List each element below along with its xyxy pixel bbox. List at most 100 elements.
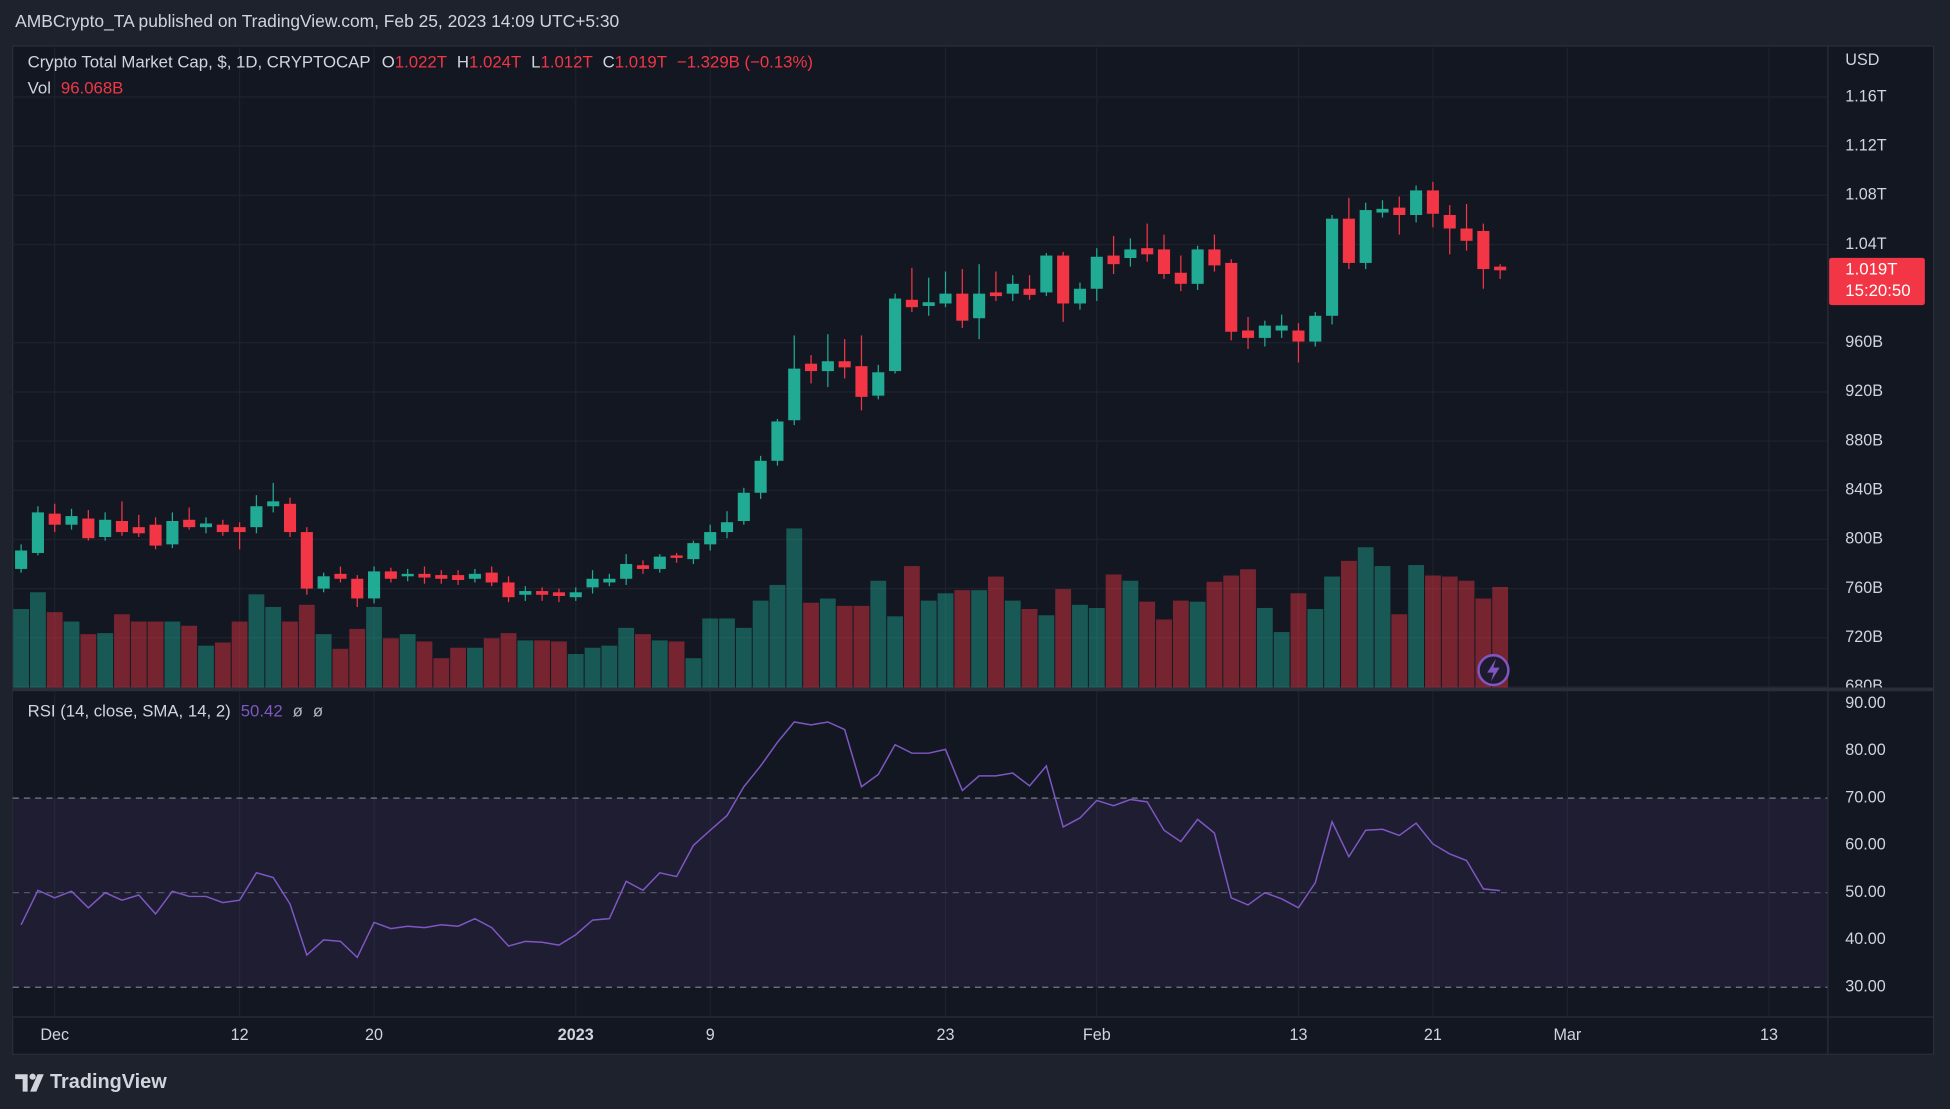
candle-body [536,591,549,595]
volume-bar [870,580,887,688]
candle-body [1477,230,1490,270]
axes: Dec 12 20 2023 9 23 Feb 13 21 Mar 13 30.00 40.00 50.0… [40,694,1885,1044]
candle-body [1342,218,1355,263]
volume-bar [1408,565,1425,688]
logo-part [30,1074,44,1092]
alert-icon[interactable] [1477,653,1510,687]
volume-bar [551,641,567,688]
volume-bar [668,641,685,688]
candle-body [788,368,801,421]
x-tick-label: Feb [1083,1026,1111,1044]
volume-bar [265,606,282,688]
ohlc-value: 1.012T [541,53,593,72]
candle-body [48,513,61,525]
rsi-legend: RSI (14, close, SMA, 14, 2) 50.42 ø ø [28,702,323,721]
volume-bar [937,593,954,688]
volume-bar [1055,589,1072,688]
volume-bar [1256,607,1273,688]
candle-body [855,366,868,397]
candle-body [15,550,28,569]
candle-body [1292,330,1305,342]
ohlc-label: L [531,53,540,72]
candle-body [452,575,465,580]
volume-bar [382,638,399,688]
volume-bar [1105,574,1122,688]
candle-body [1141,248,1154,255]
candle-body [704,532,717,545]
x-tick-label: Dec [40,1026,69,1044]
volume-bar [584,647,601,688]
candle-body [1426,190,1439,214]
volume-bar [836,605,853,688]
candle-body [1393,207,1406,215]
brand: TradingView [50,1071,167,1093]
candle-body [502,582,515,598]
rsi-line [20,721,1501,959]
candle-body [804,363,818,372]
ohlc-label: H [457,53,469,72]
candle-body [603,578,616,583]
y-tick-label: 960B [1845,333,1883,351]
candle-body [1208,249,1221,266]
volume-bar [1139,601,1156,688]
volume-bar [735,627,752,688]
y-tick-label: 680B [1845,677,1883,695]
volume-bar [399,634,416,688]
y-tick-label: 720B [1845,628,1883,646]
y-tick-label: 840B [1845,481,1883,499]
y-tick-label: 1.08T [1845,186,1886,204]
y-tick-label: 40.00 [1845,930,1885,948]
ohlc-label: C [603,53,615,72]
volume-bar [467,647,483,688]
y-tick-label: 30.00 [1845,977,1885,995]
volume-bar [1340,560,1357,688]
volume-bar [181,625,198,688]
candle-body [737,492,750,522]
volume-bar [282,621,298,688]
volume-bar [1273,632,1290,688]
candle-body [1275,325,1288,331]
rsi-extra: ø [313,702,323,721]
x-tick-label: 20 [365,1026,383,1044]
candle-body [149,524,162,546]
ohlc-value: 1.019T [615,53,667,72]
candle-body [1376,208,1389,213]
volume-bar [1240,569,1256,688]
volume-bar [769,584,786,688]
currency-label: USD [1845,51,1879,69]
candle-body [905,299,918,308]
candle-body [166,521,179,545]
volume-bar [1189,601,1206,688]
candle-body [199,523,213,528]
volume-bar [685,658,702,688]
y-tick-label: 50.00 [1845,883,1885,901]
candle-body [485,572,498,583]
candle-body [872,372,885,396]
candle-body [1006,283,1019,294]
price-box [1829,257,1925,306]
candle-body [300,532,313,589]
volume-bar [1357,547,1374,688]
candle-body [889,298,902,372]
price-axis: 680B 720B 760B 800B 840B 880B 920B 960B 1.04T 1.0… [1845,87,1886,695]
volume-bar [920,600,937,688]
last-price-box: 1.019T 15:20:50 [1829,257,1925,306]
volume-bar [752,600,769,688]
volume-bar [567,654,584,688]
candle-body [283,503,297,533]
candle-body [183,519,196,528]
ohlc-label: O [382,53,395,72]
x-tick-label: 21 [1424,1026,1442,1044]
candle-body [468,573,481,579]
candle-body [1157,249,1171,274]
rsi-pane [12,691,1828,1017]
volume-bar [601,645,618,688]
candle-body [99,519,112,537]
candle-body [636,565,650,569]
volume-legend: Vol 96.068B [28,79,124,98]
price-box-label: 1.019T [1845,260,1897,279]
volume-bar [1072,604,1088,688]
rsi [12,721,1828,988]
candle-body [569,592,582,598]
